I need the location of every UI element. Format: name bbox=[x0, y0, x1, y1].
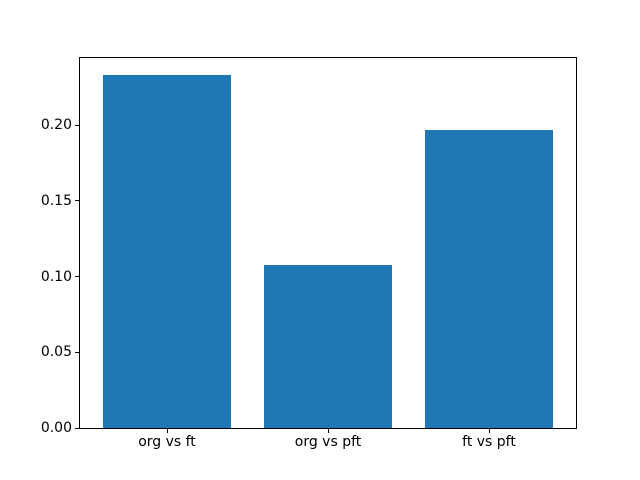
x-tick-label-1: org vs pft bbox=[294, 434, 362, 450]
y-tick-label-2: 0.10 bbox=[40, 268, 72, 285]
y-axis-tick-4 bbox=[75, 124, 79, 126]
x-tick-label-2: ft vs pft bbox=[462, 434, 516, 450]
y-axis-tick-0 bbox=[75, 427, 79, 429]
bar-0 bbox=[102, 75, 232, 428]
x-axis-tick-0 bbox=[167, 429, 168, 433]
bar-2 bbox=[424, 129, 554, 428]
y-axis-tick-1 bbox=[75, 351, 79, 353]
x-tick-label-0: org vs ft bbox=[138, 434, 196, 450]
bar-1 bbox=[263, 264, 393, 428]
x-axis-tick-1 bbox=[328, 429, 329, 433]
y-tick-label-0: 0.00 bbox=[40, 420, 72, 436]
y-axis-tick-2 bbox=[75, 276, 79, 278]
plot-area: org vs ft org vs pft ft vs pft 0.00 0.05 0.10… bbox=[41, 57, 577, 449]
y-tick-label-3: 0.15 bbox=[40, 192, 72, 209]
x-axis-tick-2 bbox=[489, 429, 490, 433]
y-tick-label-1: 0.05 bbox=[40, 344, 72, 361]
y-tick-label-4: 0.20 bbox=[40, 117, 72, 134]
y-axis-tick-3 bbox=[75, 200, 79, 202]
